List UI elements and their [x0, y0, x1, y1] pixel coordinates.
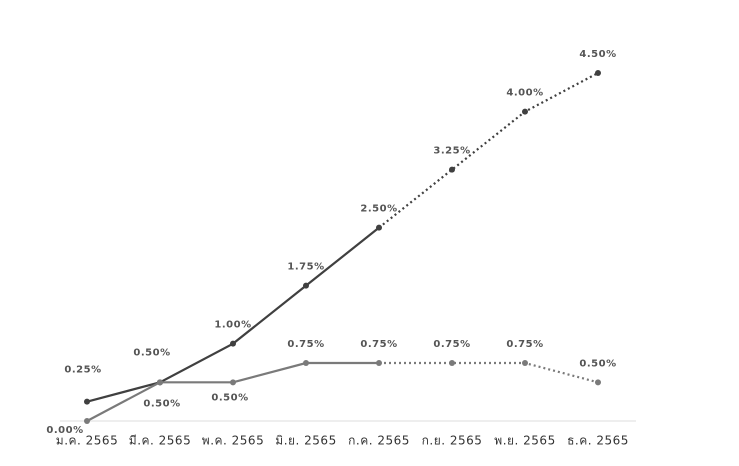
- data-point: [522, 360, 528, 366]
- data-label: 2.50%: [360, 204, 397, 215]
- x-tick-label: ม.ค. 2565: [56, 434, 118, 448]
- data-label: 0.75%: [433, 339, 470, 350]
- data-label: 0.50%: [133, 347, 170, 358]
- data-point: [84, 418, 90, 424]
- x-tick-label: ธ.ค. 2565: [567, 434, 629, 448]
- x-tick-label: ก.ค. 2565: [348, 434, 410, 448]
- data-label: 0.75%: [287, 339, 324, 350]
- data-label: 0.75%: [360, 339, 397, 350]
- data-label: 0.00%: [46, 425, 83, 436]
- x-tick-label: มิ.ย. 2565: [275, 434, 336, 448]
- data-label: 0.75%: [506, 339, 543, 350]
- data-point: [303, 360, 309, 366]
- data-point: [376, 360, 382, 366]
- data-point: [376, 224, 382, 231]
- data-point: [230, 340, 236, 347]
- x-tick-label: พ.ค. 2565: [202, 434, 264, 448]
- data-label: 4.00%: [506, 88, 543, 99]
- data-label: 0.50%: [579, 358, 616, 369]
- data-label: 0.50%: [143, 398, 180, 409]
- data-label: 0.25%: [64, 365, 101, 376]
- data-point: [303, 282, 309, 289]
- series-line: [379, 361, 599, 384]
- series-line: [86, 226, 380, 403]
- data-label: 4.50%: [579, 49, 616, 60]
- data-label: 1.00%: [214, 320, 251, 331]
- data-label: 0.50%: [211, 392, 248, 403]
- data-point: [84, 398, 90, 405]
- x-tick-label: ก.ย. 2565: [422, 434, 483, 448]
- data-point: [595, 379, 601, 386]
- data-point: [449, 360, 455, 366]
- data-point: [449, 166, 455, 173]
- x-tick-label: มี.ค. 2565: [129, 434, 191, 448]
- data-point: [522, 108, 528, 115]
- series-line: [378, 72, 599, 229]
- data-point: [595, 70, 601, 76]
- data-label: 1.75%: [287, 262, 324, 273]
- data-point: [157, 379, 163, 386]
- x-tick-label: พ.ย. 2565: [494, 434, 555, 448]
- data-point: [230, 379, 236, 386]
- data-label: 3.25%: [433, 146, 470, 157]
